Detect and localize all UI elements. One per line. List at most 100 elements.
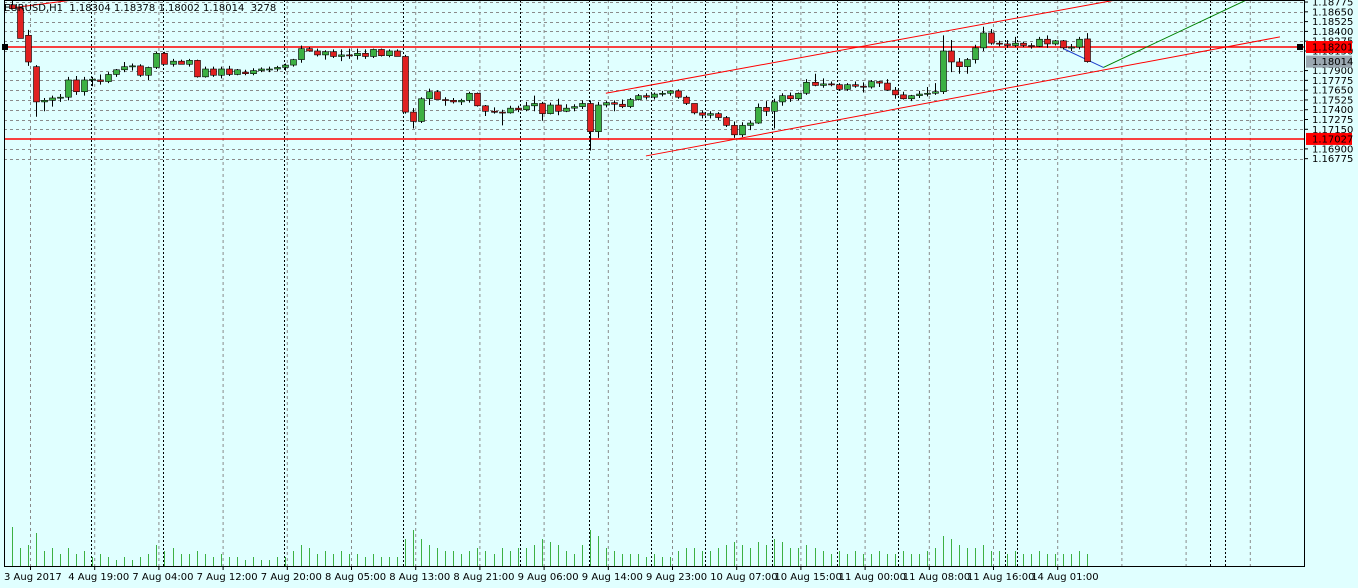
level-upper-text: 1.18201 <box>1312 42 1353 53</box>
volume-value: 3278 <box>250 3 277 14</box>
candle <box>828 81 835 87</box>
candle <box>619 99 626 109</box>
candle <box>418 97 425 124</box>
candle-body <box>924 92 931 95</box>
candle-body <box>226 68 233 75</box>
candle-body <box>161 53 168 65</box>
high-value: 1.18378 <box>113 3 156 14</box>
candle-body <box>779 95 786 103</box>
symbol-label: EURUSD,H1 <box>4 3 64 14</box>
candle-body <box>747 122 754 126</box>
candle <box>715 112 722 120</box>
candle-body <box>290 59 297 66</box>
candle-body <box>178 60 185 65</box>
candle-body <box>153 53 160 68</box>
candle <box>402 54 409 114</box>
level-lower-tag <box>1306 132 1352 145</box>
candle <box>924 87 931 97</box>
candle-body <box>1012 42 1019 46</box>
candle <box>81 76 88 96</box>
x-tick-label: 10 Aug 07:00 <box>710 572 777 583</box>
candle-body <box>218 68 225 76</box>
candle-body <box>635 95 642 100</box>
candle-body <box>1084 38 1091 62</box>
candle-body <box>523 105 530 111</box>
candle-body <box>274 67 281 70</box>
candle-body <box>402 56 409 113</box>
candle <box>97 74 104 85</box>
small-downline <box>1063 48 1104 68</box>
candle-body <box>370 49 377 57</box>
y-tick-label: 1.16775 <box>1312 154 1353 165</box>
candle-body <box>836 84 843 90</box>
candle-body <box>242 71 249 74</box>
x-tick-label: 7 Aug 20:00 <box>261 572 322 583</box>
candle-body <box>386 50 393 56</box>
candle <box>948 40 955 73</box>
candle <box>1076 36 1083 50</box>
candle-body <box>450 100 457 103</box>
candle <box>306 47 313 52</box>
candle-body <box>699 112 706 116</box>
price-axis: 1.187751.186501.185251.184001.182751.181… <box>1304 0 1353 165</box>
candle-body <box>354 53 361 56</box>
candle <box>860 82 867 93</box>
candle <box>258 67 265 73</box>
candle-body <box>258 68 265 71</box>
candle <box>587 100 594 151</box>
candle-body <box>571 106 578 109</box>
candle-body <box>940 50 947 93</box>
candle <box>795 92 802 101</box>
candle <box>41 97 48 112</box>
candle-body <box>683 96 690 104</box>
candle <box>170 58 177 67</box>
candle <box>940 35 947 95</box>
channel-upper <box>605 0 1119 94</box>
candle <box>1012 36 1019 48</box>
candle-body <box>795 92 802 100</box>
candle <box>539 101 546 121</box>
projection-line <box>1103 0 1248 68</box>
candle <box>474 92 481 107</box>
candle-body <box>194 60 201 78</box>
candle-body <box>170 60 177 65</box>
candle-body <box>1060 40 1067 49</box>
candle-body <box>378 49 385 56</box>
candle <box>739 122 746 138</box>
y-tick-label: 1.17775 <box>1312 76 1353 87</box>
y-tick-label: 1.18525 <box>1312 17 1353 28</box>
candle <box>314 48 321 57</box>
candle <box>956 58 963 74</box>
candle-body <box>579 103 586 107</box>
candle-body <box>121 66 128 71</box>
candle <box>194 59 201 78</box>
candle-body <box>49 97 56 101</box>
candle <box>659 90 666 97</box>
candle-body <box>466 92 473 101</box>
candle-body <box>25 35 32 63</box>
candle-body <box>474 92 481 107</box>
candle-body <box>322 51 329 56</box>
candle-body <box>346 54 353 57</box>
candle-body <box>787 95 794 100</box>
candle <box>683 95 690 106</box>
candle-body <box>57 96 64 99</box>
current-price-tag <box>1306 55 1352 68</box>
candle-body <box>723 117 730 126</box>
candle-body <box>202 68 209 78</box>
candle <box>812 73 819 87</box>
candle <box>1052 40 1059 46</box>
candle <box>186 58 193 67</box>
candle <box>515 105 522 113</box>
x-tick-label: 11 Aug 16:00 <box>967 572 1034 583</box>
candle <box>996 40 1003 47</box>
candle <box>491 107 498 114</box>
current-price-text: 1.18014 <box>1312 57 1353 68</box>
channel-lower <box>645 36 1281 157</box>
candle-body <box>555 104 562 112</box>
candle <box>563 104 570 113</box>
candle-body <box>916 93 923 96</box>
candle-body <box>418 98 425 122</box>
candle <box>137 64 144 77</box>
